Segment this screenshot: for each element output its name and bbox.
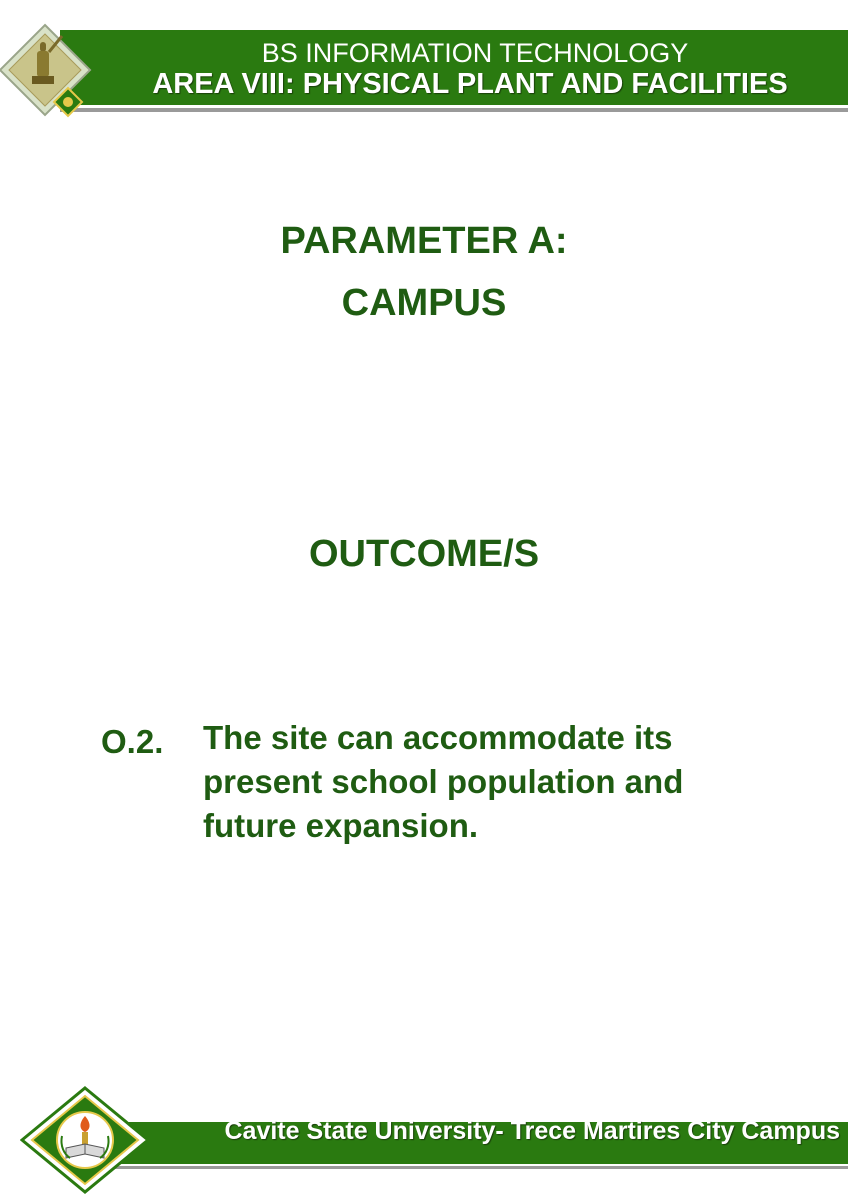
program-title: BS INFORMATION TECHNOLOGY (261, 38, 689, 68)
outcome-line: future expansion. (203, 807, 479, 844)
outcome-code: O.2. (101, 723, 164, 760)
campus-name: Cavite State University- Trece Martires … (224, 1117, 840, 1145)
outcome-line: present school population and (203, 763, 684, 800)
header-logo-icon (0, 23, 92, 118)
parameter-subheading: CAMPUS (341, 282, 507, 324)
outcome-line: The site can accommodate its (203, 719, 673, 756)
header-divider (60, 108, 848, 112)
outcome-statement: The site can accommodate its present sch… (203, 716, 763, 848)
footer-band (60, 1122, 848, 1164)
footer-divider (60, 1166, 848, 1169)
outcome-heading: OUTCOME/S (308, 533, 540, 575)
area-title: AREA VIII: PHYSICAL PLANT AND FACILITIES (152, 68, 788, 100)
university-seal-icon (20, 1086, 150, 1194)
parameter-heading: PARAMETER A: (280, 220, 568, 262)
header-band (60, 30, 848, 105)
